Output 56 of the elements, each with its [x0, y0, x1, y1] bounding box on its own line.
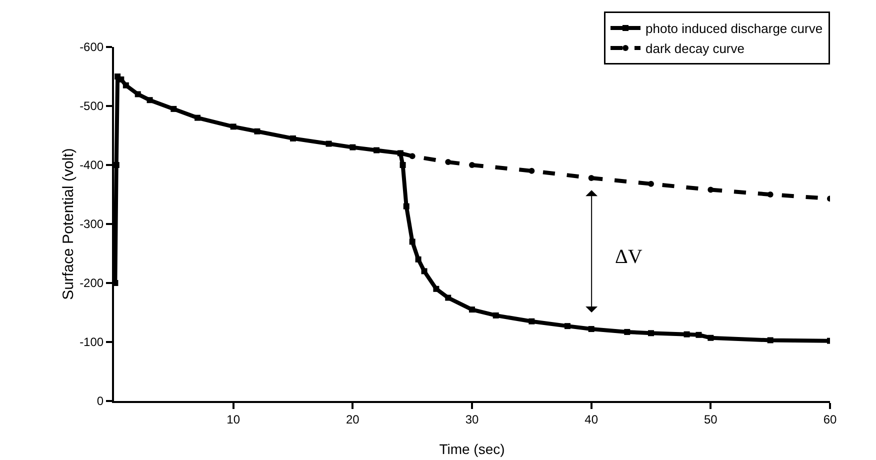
point	[122, 82, 129, 88]
point	[114, 162, 120, 168]
annotation: ΔV	[615, 246, 643, 268]
point	[254, 128, 260, 134]
point	[170, 106, 177, 112]
point	[326, 140, 332, 147]
point	[400, 162, 406, 168]
point	[708, 186, 714, 193]
point	[492, 312, 499, 318]
x-tick-label: 10	[226, 412, 240, 426]
point	[648, 330, 654, 336]
point	[409, 238, 416, 245]
point	[588, 326, 594, 332]
y-tick-label: -500	[80, 99, 104, 114]
y-tick-label: -300	[80, 217, 104, 232]
point	[433, 286, 440, 292]
point	[767, 192, 774, 198]
point	[230, 124, 236, 130]
point	[415, 256, 422, 262]
point	[469, 306, 475, 313]
point	[421, 268, 428, 274]
point	[134, 91, 141, 98]
x-tick-label: 60	[823, 412, 837, 426]
y-tick-label: -100	[80, 335, 104, 350]
point	[564, 323, 570, 330]
point	[588, 174, 594, 181]
point	[684, 331, 690, 338]
point	[290, 135, 296, 142]
point	[708, 334, 714, 341]
legend-label: photo induced discharge curve	[646, 21, 823, 36]
point	[403, 203, 410, 210]
y-axis-title: Surface Potential (volt)	[60, 148, 77, 300]
y-tick-label: -200	[80, 276, 104, 290]
point	[194, 114, 201, 121]
point	[374, 147, 380, 154]
point	[624, 328, 630, 335]
point	[146, 97, 153, 104]
x-tick-label: 20	[346, 412, 360, 426]
point	[528, 318, 535, 324]
point	[350, 144, 356, 150]
y-tick-label: -400	[80, 158, 104, 172]
point	[648, 180, 654, 187]
x-axis-title: Time (sec)	[439, 441, 505, 457]
y-tick-label: -600	[80, 40, 104, 54]
legend-label: dark decay curve	[646, 41, 744, 56]
point	[445, 294, 452, 301]
x-tick-label: 30	[465, 412, 479, 426]
point	[696, 332, 702, 338]
point	[409, 153, 416, 160]
point	[469, 162, 475, 168]
point	[445, 159, 452, 166]
x-tick-label: 40	[584, 412, 598, 426]
x-tick-label: 50	[704, 412, 718, 426]
y-tick-label: 0	[96, 394, 104, 408]
point	[528, 168, 535, 174]
point	[767, 337, 774, 344]
